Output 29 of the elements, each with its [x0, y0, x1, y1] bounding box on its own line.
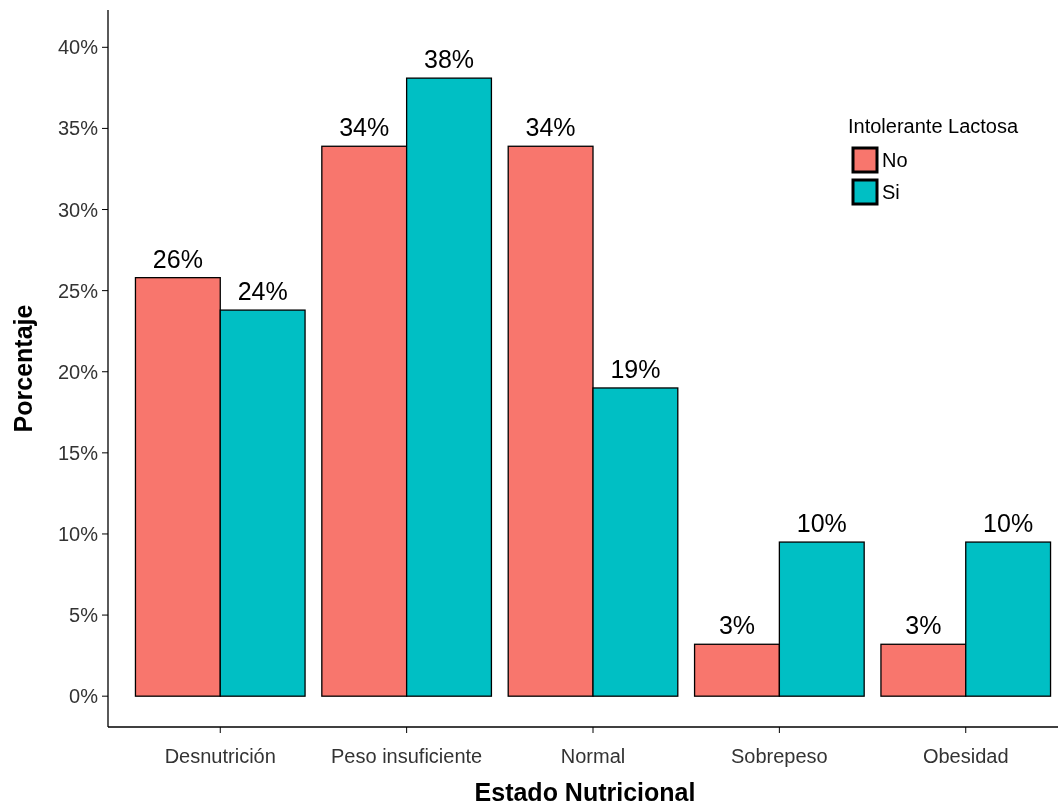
data-label: 38% — [424, 45, 475, 74]
y-tick-label: 15% — [57, 441, 99, 464]
y-axis-title: Porcentaje — [9, 304, 37, 433]
legend-title: Intolerante Lactosa — [848, 115, 1019, 137]
x-tick-label: Desnutrición — [164, 745, 276, 767]
x-tick-label: Obesidad — [922, 745, 1009, 767]
y-tick-label: 10% — [57, 522, 99, 545]
x-tick-label: Normal — [560, 745, 626, 767]
y-tick-label: 35% — [57, 117, 99, 140]
data-label: 3% — [905, 611, 942, 640]
legend-label: No — [882, 149, 908, 171]
y-tick-label: 0% — [69, 685, 99, 708]
data-label: 34% — [339, 113, 390, 142]
data-label: 10% — [796, 509, 847, 538]
data-label: 24% — [237, 277, 288, 306]
y-tick-label: 25% — [57, 279, 99, 302]
data-label: 3% — [718, 611, 756, 640]
data-label: 10% — [983, 509, 1034, 538]
y-tick-label: 20% — [57, 360, 99, 383]
x-tick-label: Sobrepeso — [731, 745, 828, 767]
data-label: 26% — [152, 244, 203, 273]
y-tick-label: 40% — [57, 36, 99, 59]
data-label: 19% — [610, 354, 661, 383]
x-tick-label: Peso insuficiente — [331, 745, 483, 767]
y-tick-label: 30% — [57, 198, 99, 221]
y-tick-label: 5% — [69, 604, 99, 627]
data-label: 34% — [525, 113, 576, 142]
legend-label: Si — [882, 181, 900, 203]
x-axis-title: Estado Nutricional — [474, 778, 696, 805]
